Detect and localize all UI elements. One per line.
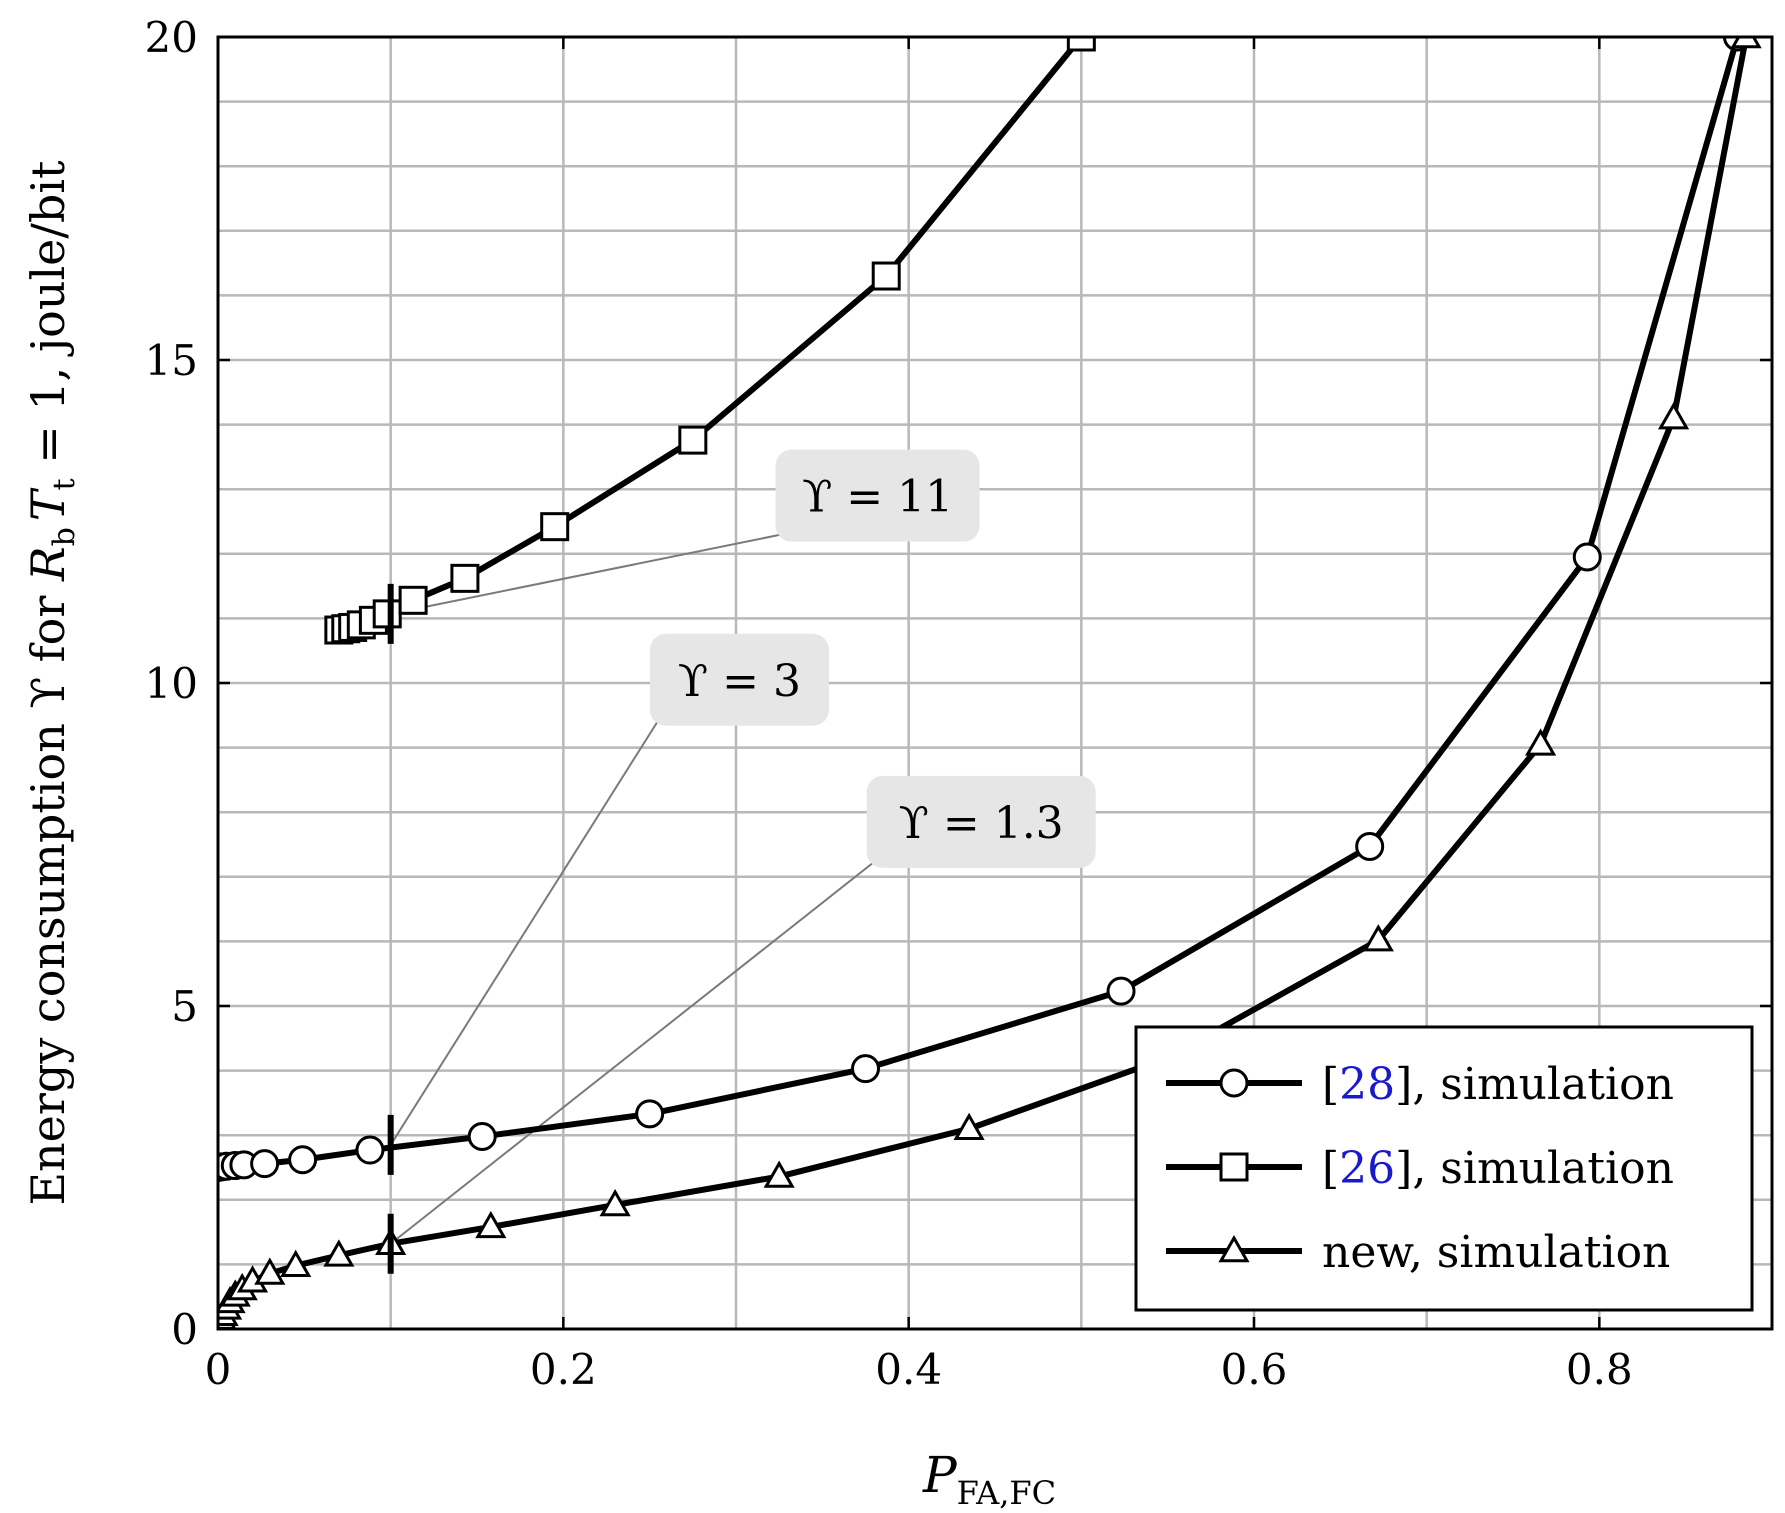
data-point-circle: [288, 1145, 318, 1175]
data-point-triangle: [1362, 924, 1394, 952]
annotation-connector: [390, 859, 878, 1245]
grid: [218, 37, 1772, 1329]
legend-ref-link[interactable]: 26: [1339, 1143, 1395, 1194]
y-tick-label: 0: [171, 1305, 198, 1354]
data-point-circle: [1106, 976, 1136, 1006]
y-tick-label: 15: [145, 336, 198, 385]
data-point-triangle: [953, 1112, 985, 1140]
legend-suffix: ], simulation: [1395, 1059, 1674, 1110]
legend-label: new, simulation: [1322, 1227, 1670, 1278]
annotation-connector: [389, 717, 661, 1146]
series-line-square: [338, 37, 1084, 633]
data-point-circle: [851, 1054, 880, 1084]
annotations: ϒ = 11 ϒ = 3 ϒ = 1.3: [389, 449, 1096, 1245]
legend-entry-circle: [28], simulation: [1166, 1059, 1674, 1110]
y-axis-label-tail: = 1, joule/bit: [21, 160, 75, 478]
data-point-triangle: [254, 1257, 286, 1285]
annotation-box: [649, 633, 829, 726]
data-point-triangle: [475, 1210, 507, 1239]
y-axis-label-main: Energy consumption ϒ for: [21, 581, 75, 1206]
annotation: ϒ = 3: [389, 633, 829, 1146]
legend-bracket: [: [1322, 1143, 1339, 1194]
legend-label: [26], simulation: [1322, 1143, 1674, 1194]
data-point-square: [540, 512, 570, 542]
y-axis-label-t: T: [21, 487, 75, 521]
legend-entry-square: [26], simulation: [1166, 1143, 1674, 1194]
data-point-square: [398, 585, 428, 615]
data-point-square: [678, 425, 708, 455]
data-point-triangle: [1657, 402, 1690, 430]
legend-suffix: ], simulation: [1395, 1143, 1674, 1194]
x-tick-label: 0.4: [875, 1345, 942, 1394]
data-point-triangle: [763, 1160, 795, 1188]
legend-marker-circle: [1219, 1068, 1249, 1098]
series-triangle: [218, 37, 1762, 1329]
legend-entry-triangle: new, simulation: [1166, 1227, 1670, 1278]
data-point-circle: [467, 1121, 497, 1151]
annotation-label: ϒ = 1.3: [899, 798, 1064, 849]
data-point-square: [450, 563, 480, 593]
annotation-box: [775, 449, 980, 542]
data-point-square: [1066, 37, 1096, 52]
legend-bracket: [: [1322, 1059, 1339, 1110]
y-tick-label: 10: [145, 659, 198, 708]
annotation: ϒ = 11: [390, 449, 980, 615]
x-tick-label: 0.8: [1566, 1345, 1633, 1394]
x-tick-label: 0.6: [1221, 1345, 1288, 1394]
series-circle: [218, 37, 1752, 1182]
data-point-triangle: [280, 1249, 312, 1277]
data-point-circle: [355, 1135, 385, 1165]
data-point-circle: [250, 1149, 280, 1179]
x-axis-label-main: P: [922, 1446, 958, 1504]
annotation-label: ϒ = 11: [802, 472, 953, 523]
series: [218, 37, 1762, 1329]
y-axis-label-r: R: [21, 546, 75, 582]
data-point-triangle: [1730, 37, 1762, 49]
x-tick-label: 0: [205, 1345, 232, 1394]
axis-ticks: 0 0.2 0.4 0.6 0.8 0 5 10 15 20: [145, 13, 1772, 1394]
annotation-label: ϒ = 3: [678, 656, 801, 707]
legend-marker-square: [1219, 1152, 1249, 1182]
data-point-circle: [1572, 542, 1602, 572]
annotation-connector: [390, 532, 786, 615]
legend-ref-link[interactable]: 28: [1339, 1059, 1395, 1110]
annotation: ϒ = 1.3: [390, 775, 1096, 1245]
y-tick-label: 20: [145, 13, 198, 62]
legend-label: [28], simulation: [1322, 1059, 1674, 1110]
series-square: [324, 37, 1096, 645]
y-axis-label-t-sub: t: [47, 478, 82, 490]
x-axis-label-sub: FA,FC: [957, 1474, 1056, 1512]
data-point-square: [372, 599, 402, 629]
y-tick-label: 5: [171, 982, 198, 1031]
y-axis-label-r-sub: b: [47, 527, 82, 546]
data-point-circle: [635, 1099, 665, 1129]
data-point-circle: [1355, 831, 1385, 861]
legend-marker-triangle: [1218, 1234, 1250, 1263]
data-point-triangle: [323, 1239, 355, 1267]
data-point-triangle: [599, 1188, 631, 1217]
data-point-triangle: [1525, 728, 1557, 756]
x-axis-label: PFA,FC: [922, 1446, 1056, 1512]
y-axis-label: Energy consumption ϒ for RbTt = 1, joule…: [21, 160, 82, 1206]
x-tick-label: 0.2: [530, 1345, 597, 1394]
data-point-square: [871, 261, 901, 291]
annotation-box: [866, 775, 1096, 868]
